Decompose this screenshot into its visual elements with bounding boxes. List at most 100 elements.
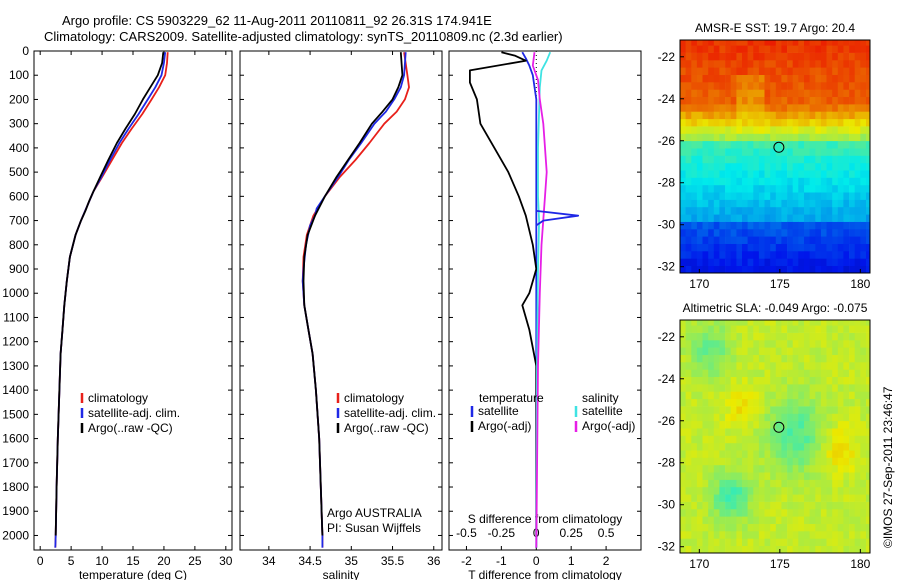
- map-cell: [702, 391, 709, 400]
- map-cell: [736, 67, 743, 75]
- map-cell: [742, 214, 748, 222]
- map-cell: [798, 162, 805, 171]
- map-cell: [713, 148, 720, 156]
- map-cell: [866, 369, 871, 377]
- map-cell: [702, 40, 709, 46]
- y-tick-label: -28: [658, 176, 676, 190]
- map-cell: [691, 265, 698, 274]
- map-cell: [730, 89, 737, 97]
- map-cell: [860, 133, 867, 142]
- map-cell: [753, 435, 760, 444]
- map-cell: [736, 206, 743, 215]
- map-cell: [764, 384, 771, 392]
- map-cell: [781, 228, 788, 237]
- map-cell: [764, 45, 771, 53]
- map-cell: [860, 332, 867, 341]
- map-cell: [758, 184, 765, 193]
- map-cell: [742, 228, 748, 237]
- map-cell: [708, 339, 715, 348]
- map-cell: [713, 420, 720, 429]
- map-cell: [736, 162, 743, 171]
- map-cell: [820, 243, 827, 252]
- map-cell: [753, 376, 760, 385]
- map-cell: [685, 89, 692, 97]
- map-cell: [770, 538, 777, 546]
- map-cell: [792, 442, 799, 451]
- map-cell: [843, 420, 850, 429]
- map-cell: [798, 406, 805, 414]
- map-cell: [753, 347, 760, 355]
- map-cell: [792, 192, 799, 200]
- map-cell: [753, 384, 760, 392]
- map-cell: [719, 538, 726, 546]
- map-cell: [680, 89, 686, 97]
- map-cell: [725, 339, 732, 348]
- map-cell: [804, 486, 810, 495]
- map-cell: [815, 435, 822, 444]
- map-cell: [787, 354, 794, 363]
- map-cell: [685, 413, 692, 422]
- map-cell: [792, 339, 799, 348]
- map-cell: [854, 320, 861, 326]
- map-cell: [696, 199, 703, 208]
- map-cell: [815, 40, 822, 46]
- map-cell: [792, 148, 799, 156]
- map-cell: [691, 384, 698, 392]
- map-cell: [781, 104, 788, 112]
- map-cell: [685, 170, 692, 178]
- map-cell: [764, 501, 771, 510]
- map-cell: [713, 140, 720, 149]
- map-cell: [787, 184, 794, 193]
- map-cell: [742, 258, 748, 266]
- map-cell: [747, 177, 754, 186]
- map-cell: [849, 354, 856, 363]
- map-cell: [820, 148, 827, 156]
- map-cell: [854, 126, 861, 134]
- map-cell: [775, 538, 782, 546]
- map-cell: [832, 214, 839, 222]
- map-cell: [826, 214, 833, 222]
- map-cell: [770, 52, 777, 61]
- map-cell: [843, 199, 850, 208]
- map-cell: [820, 545, 827, 554]
- map-cell: [713, 118, 720, 127]
- map-cell: [837, 479, 844, 488]
- map-cell: [787, 516, 794, 524]
- map-cell: [866, 479, 871, 488]
- map-cell: [809, 442, 816, 451]
- map-cell: [713, 369, 720, 377]
- map-cell: [702, 140, 709, 149]
- map-cell: [804, 369, 810, 377]
- map-cell: [860, 206, 867, 215]
- map-cell: [815, 82, 822, 90]
- map-cell: [804, 391, 810, 400]
- map-cell: [742, 133, 748, 142]
- map-cell: [753, 538, 760, 546]
- map-cell: [770, 320, 777, 326]
- x-tick-label: 170: [689, 277, 709, 291]
- map-cell: [753, 332, 760, 341]
- map-cell: [742, 148, 748, 156]
- map-cell: [747, 52, 754, 61]
- map-cell: [798, 442, 805, 451]
- map-cell: [680, 214, 686, 222]
- map-cell: [798, 486, 805, 495]
- map-cell: [781, 413, 788, 422]
- map-cell: [725, 457, 732, 466]
- map-cell: [826, 486, 833, 495]
- map-cell: [849, 265, 856, 274]
- map-cell: [787, 265, 794, 274]
- map-cell: [708, 376, 715, 385]
- map-cell: [685, 450, 692, 458]
- map-cell: [809, 523, 816, 532]
- map-cell: [849, 45, 856, 53]
- map-cell: [837, 457, 844, 466]
- map-cell: [860, 192, 867, 200]
- map-cell: [696, 82, 703, 90]
- map-cell: [849, 457, 856, 466]
- map-cell: [758, 243, 765, 252]
- map-cell: [866, 325, 871, 333]
- map-cell: [764, 206, 771, 215]
- map-cell: [747, 214, 754, 222]
- map-cell: [837, 347, 844, 355]
